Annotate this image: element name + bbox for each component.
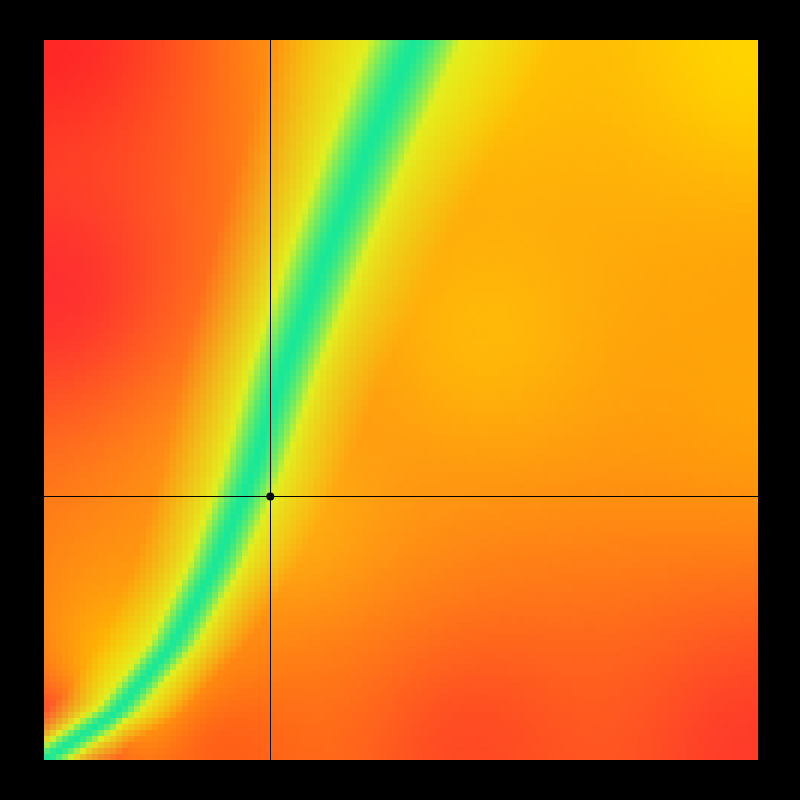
chart-container: TheBottleneck.com [0,0,800,800]
bottleneck-heatmap [0,0,800,800]
